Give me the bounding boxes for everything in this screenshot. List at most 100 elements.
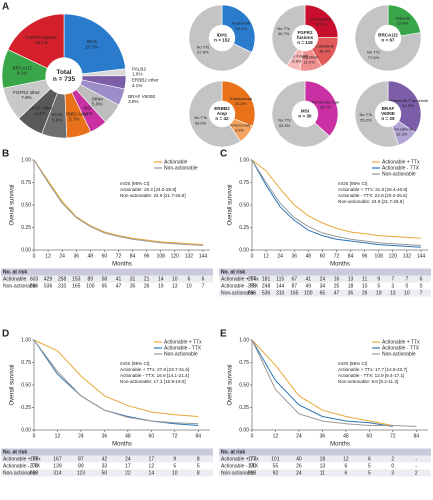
slice-value: 5.9% xyxy=(52,117,62,122)
x-tick-label: 36 xyxy=(73,253,79,259)
annotation: mOS [95% CI] xyxy=(338,361,367,366)
risk-count: 47 xyxy=(116,283,122,289)
legend-label: Non-actionable xyxy=(382,171,416,177)
y-tick-label: 0.25 xyxy=(239,405,249,411)
panel-label: D xyxy=(2,329,9,340)
table-row-bg xyxy=(1,282,213,290)
risk-count: 2 xyxy=(415,470,418,476)
risk-count: - xyxy=(415,463,417,469)
slice-label: MSI xyxy=(83,106,91,111)
panel-label: E xyxy=(220,329,227,340)
pie-center xyxy=(208,24,236,52)
x-tick-label: 24 xyxy=(296,433,302,439)
pie-slice xyxy=(63,13,126,77)
slice-label: IDH1 xyxy=(87,39,98,44)
y-tick-label: 1.00 xyxy=(21,157,31,163)
legend-label: Non-actionable xyxy=(164,165,198,171)
center-label: V600E xyxy=(381,111,395,116)
table-title: No. at risk xyxy=(3,449,27,455)
slice-value: 9.1% xyxy=(17,71,27,76)
x-tick-label: 84 xyxy=(413,433,419,439)
row-name: Actionable - TTX xyxy=(3,463,41,469)
risk-count: 399 xyxy=(248,283,257,289)
risk-count: 35 xyxy=(130,283,136,289)
y-axis-label: Overall survival xyxy=(10,364,16,405)
table-row-bg xyxy=(219,469,431,477)
risk-count: 17 xyxy=(125,463,131,469)
survival-curve xyxy=(251,159,421,246)
row-name: Actionable + TTx xyxy=(221,456,259,462)
x-tick-label: 12 xyxy=(45,253,51,259)
risk-count: 6 xyxy=(202,276,205,282)
slice-value: 5.7% xyxy=(69,117,79,122)
risk-count: 7 xyxy=(202,283,205,289)
table-row-bg xyxy=(1,275,213,283)
center-label: IDH1 xyxy=(217,33,228,38)
survival-curve xyxy=(251,339,393,426)
table-row-bg xyxy=(1,455,213,463)
risk-count: 22 xyxy=(125,470,131,476)
legend-label: Non-actionable xyxy=(164,351,198,357)
risk-count: 11 xyxy=(362,276,367,282)
center-label: n = 42 xyxy=(215,116,229,121)
risk-count: 11 xyxy=(320,470,325,476)
slice-label: No TTs xyxy=(277,26,290,31)
pie-center xyxy=(45,57,83,95)
x-axis-label: Months xyxy=(330,262,350,268)
slice-label: Olaparib xyxy=(395,15,411,20)
risk-count: 101 xyxy=(271,456,280,462)
center-label: BRCA1/2 xyxy=(378,33,398,38)
risk-count: 10 xyxy=(186,283,192,289)
risk-count: 41 xyxy=(116,276,122,282)
risk-count: 6 xyxy=(344,463,347,469)
slice-value: 3.1% xyxy=(132,83,142,88)
risk-count: 100 xyxy=(304,290,313,296)
slice-label: Trastuzumab xyxy=(229,96,253,101)
center-label: fusions xyxy=(297,35,314,40)
risk-count: 139 xyxy=(53,463,62,469)
x-tick-label: 60 xyxy=(149,433,155,439)
slice-label: Vemurafenib xyxy=(390,126,413,131)
slice-value: 22.4% xyxy=(397,21,409,26)
row-name: Actionable - TTX xyxy=(221,283,259,289)
risk-count: 5 xyxy=(377,283,380,289)
slice-label: ERBB2 other xyxy=(132,78,159,83)
slice-label: FGFR2 other xyxy=(13,90,40,95)
risk-count: 10 xyxy=(172,470,178,476)
risk-count: 5 xyxy=(173,463,176,469)
risk-count: 198 xyxy=(30,456,39,462)
risk-count: 173 xyxy=(248,456,257,462)
row-name: Actionable + TTx xyxy=(3,456,41,462)
y-tick-label: 0.75 xyxy=(239,360,249,366)
x-tick-label: 12 xyxy=(273,433,279,439)
risk-count: 24 xyxy=(125,456,131,462)
x-tick-label: 60 xyxy=(102,253,108,259)
x-tick-label: 84 xyxy=(130,253,136,259)
y-axis-label: Overall survival xyxy=(228,184,234,225)
y-tick-label: 0.50 xyxy=(239,382,249,388)
survival-curve xyxy=(251,159,421,239)
risk-count: 313 xyxy=(248,470,257,476)
x-tick-label: 96 xyxy=(144,253,150,259)
slice-label: Infigratinib xyxy=(300,55,319,60)
annotation: Actionable + TTx: 17.7 [14.8-23.7] xyxy=(338,367,407,372)
legend-label: Non-actionable xyxy=(382,351,416,357)
slice-label: ERBB2 Amp xyxy=(61,112,87,117)
slice-label: Dabrafenib+Trametinib xyxy=(388,98,429,103)
risk-count: 65 xyxy=(102,283,108,289)
risk-count: 12 xyxy=(343,456,349,462)
table-row-bg xyxy=(1,469,213,477)
risk-count: 2 xyxy=(391,456,394,462)
risk-count: 12 xyxy=(149,463,155,469)
y-tick-label: 0.75 xyxy=(239,180,249,186)
risk-count: 6 xyxy=(187,276,190,282)
slice-label: Futibatinib xyxy=(315,43,334,48)
risk-count: 7 xyxy=(391,276,394,282)
risk-count: 34 xyxy=(320,283,326,289)
x-tick-label: 48 xyxy=(343,433,349,439)
risk-count: 19 xyxy=(158,283,164,289)
survival-curve xyxy=(33,339,199,425)
risk-count: 89 xyxy=(78,463,84,469)
slice-label: BRAF other xyxy=(28,106,52,111)
legend-label: Actionable + TTx xyxy=(382,339,420,345)
